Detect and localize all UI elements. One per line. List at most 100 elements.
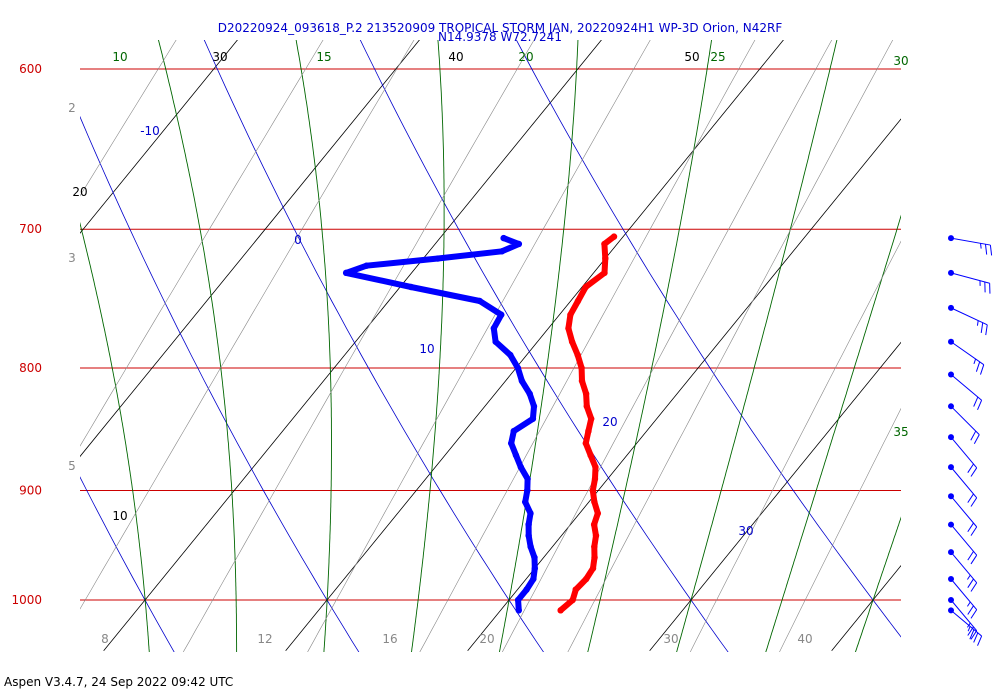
isotherm-label-40: 40 bbox=[448, 50, 463, 64]
dewpoint-point bbox=[512, 452, 520, 459]
dewpoint-point bbox=[500, 234, 507, 242]
dewpoint-point bbox=[531, 554, 538, 561]
temperature-point bbox=[587, 415, 595, 422]
dewpoint-point bbox=[527, 510, 534, 517]
wind-barb bbox=[948, 304, 988, 336]
moist-adiabat-10 bbox=[295, 40, 332, 652]
wind-barb bbox=[948, 434, 978, 477]
isotherm-label-20: 20 bbox=[72, 185, 87, 199]
isotherm-label-10: 10 bbox=[112, 509, 127, 523]
dewpoint-point bbox=[521, 498, 529, 506]
mixing-ratio-20 bbox=[567, 40, 894, 652]
dry-adiabat-40 bbox=[515, 40, 901, 638]
temperature-point bbox=[589, 487, 597, 494]
wind-barb bbox=[948, 597, 978, 640]
moist-adiabat-30 bbox=[676, 40, 838, 652]
wind-barb bbox=[948, 371, 983, 411]
mixing-ratio-label-20: 20 bbox=[479, 632, 494, 646]
footer-text: Aspen V3.4.7, 24 Sep 2022 09:42 UTC bbox=[4, 675, 234, 689]
temperature-point bbox=[601, 269, 608, 277]
temperature-point bbox=[578, 364, 585, 372]
moist-adiabat-5 bbox=[158, 40, 238, 652]
dry-adiabat-30 bbox=[359, 40, 729, 652]
temperature-point bbox=[582, 440, 590, 447]
dry-adiabat-label-0: 0 bbox=[294, 233, 302, 247]
moist-adiabat-label-15: 15 bbox=[316, 50, 331, 64]
temperature-point bbox=[583, 403, 590, 410]
moist-adiabat-35 bbox=[765, 214, 901, 652]
temperature-point bbox=[592, 463, 599, 471]
temperature-point bbox=[572, 586, 579, 593]
dewpoint-point bbox=[407, 283, 415, 291]
dewpoint-point bbox=[490, 325, 498, 332]
isotherm--10 bbox=[80, 40, 420, 458]
mixing-ratio-3 bbox=[80, 40, 415, 610]
dry-adiabat-label-20: 20 bbox=[602, 415, 617, 429]
dewpoint-point bbox=[525, 521, 532, 528]
mixing-ratio-label-2: 2 bbox=[68, 101, 76, 115]
wind-barb bbox=[948, 269, 991, 294]
isotherm-30 bbox=[649, 341, 901, 651]
temperature-point bbox=[591, 543, 598, 550]
dewpoint-point bbox=[510, 427, 518, 435]
chart-title-line2: N14.9378 W72.7241 bbox=[438, 30, 562, 44]
temperature-point bbox=[557, 607, 564, 614]
moist-adiabat-25 bbox=[587, 40, 712, 652]
temperature-point bbox=[567, 311, 574, 318]
mixing-ratio-label-5: 5 bbox=[68, 459, 76, 473]
dewpoint-point bbox=[507, 440, 515, 447]
isotherm-label-50: 50 bbox=[684, 50, 699, 64]
background-lines bbox=[0, 27, 901, 661]
wind-barb bbox=[948, 235, 993, 256]
moist-adiabat-label-35: 35 bbox=[893, 425, 908, 439]
wind-barb bbox=[948, 521, 978, 565]
dewpoint-point bbox=[492, 338, 499, 345]
dewpoint-point bbox=[530, 403, 538, 410]
dewpoint-point bbox=[514, 596, 522, 604]
isobar-label-900: 900 bbox=[19, 483, 42, 497]
temperature-point bbox=[569, 596, 576, 604]
wind-barb bbox=[948, 607, 983, 646]
moist-adiabat-label-30: 30 bbox=[893, 54, 908, 68]
mixing-ratio-label-40: 40 bbox=[797, 632, 812, 646]
dewpoint-point bbox=[507, 351, 514, 359]
mixing-ratio-8 bbox=[307, 40, 651, 652]
mixing-ratio-30 bbox=[689, 240, 901, 652]
dewpoint-point bbox=[514, 364, 522, 372]
temperature-point bbox=[589, 565, 597, 572]
moist-adiabat--5 bbox=[0, 27, 63, 661]
isotherm-20 bbox=[467, 118, 901, 651]
dry-adiabat-label-30: 30 bbox=[738, 524, 753, 538]
moist-adiabat-label-20: 20 bbox=[518, 50, 533, 64]
temperature-point bbox=[582, 575, 590, 583]
dewpoint-point bbox=[434, 255, 442, 262]
wind-barb bbox=[948, 575, 978, 619]
profiles bbox=[342, 233, 618, 614]
dewpoint-point bbox=[515, 607, 522, 614]
dewpoint-point bbox=[524, 475, 531, 483]
mixing-ratio-label-12: 12 bbox=[257, 632, 272, 646]
dry-adiabat-20 bbox=[203, 40, 544, 652]
temperature-point bbox=[591, 554, 598, 561]
temperature-point bbox=[565, 325, 572, 332]
wind-barb bbox=[948, 338, 985, 375]
isotherm-label-30: 30 bbox=[212, 50, 227, 64]
temperature-point bbox=[582, 283, 589, 291]
temperature-point bbox=[602, 255, 609, 262]
temperature-point bbox=[601, 240, 608, 248]
mixing-ratio-40 bbox=[779, 407, 901, 652]
dry-adiabat-label-10: 10 bbox=[419, 342, 434, 356]
dewpoint-point bbox=[524, 487, 531, 494]
dry-adiabat-label--10: -10 bbox=[140, 124, 160, 138]
isobar-label-800: 800 bbox=[19, 361, 42, 375]
moist-adiabat-label-25: 25 bbox=[710, 50, 725, 64]
mixing-ratio-label-30: 30 bbox=[663, 632, 678, 646]
moist-adiabat-15 bbox=[411, 40, 445, 652]
mixing-ratio-label-8: 8 bbox=[101, 632, 109, 646]
dewpoint-point bbox=[518, 377, 526, 385]
temperature-point bbox=[585, 427, 592, 435]
mixing-ratio-label-3: 3 bbox=[68, 251, 76, 265]
temperature-point bbox=[578, 377, 586, 385]
mixing-ratio-12 bbox=[419, 40, 756, 652]
wind-barb bbox=[948, 403, 980, 445]
